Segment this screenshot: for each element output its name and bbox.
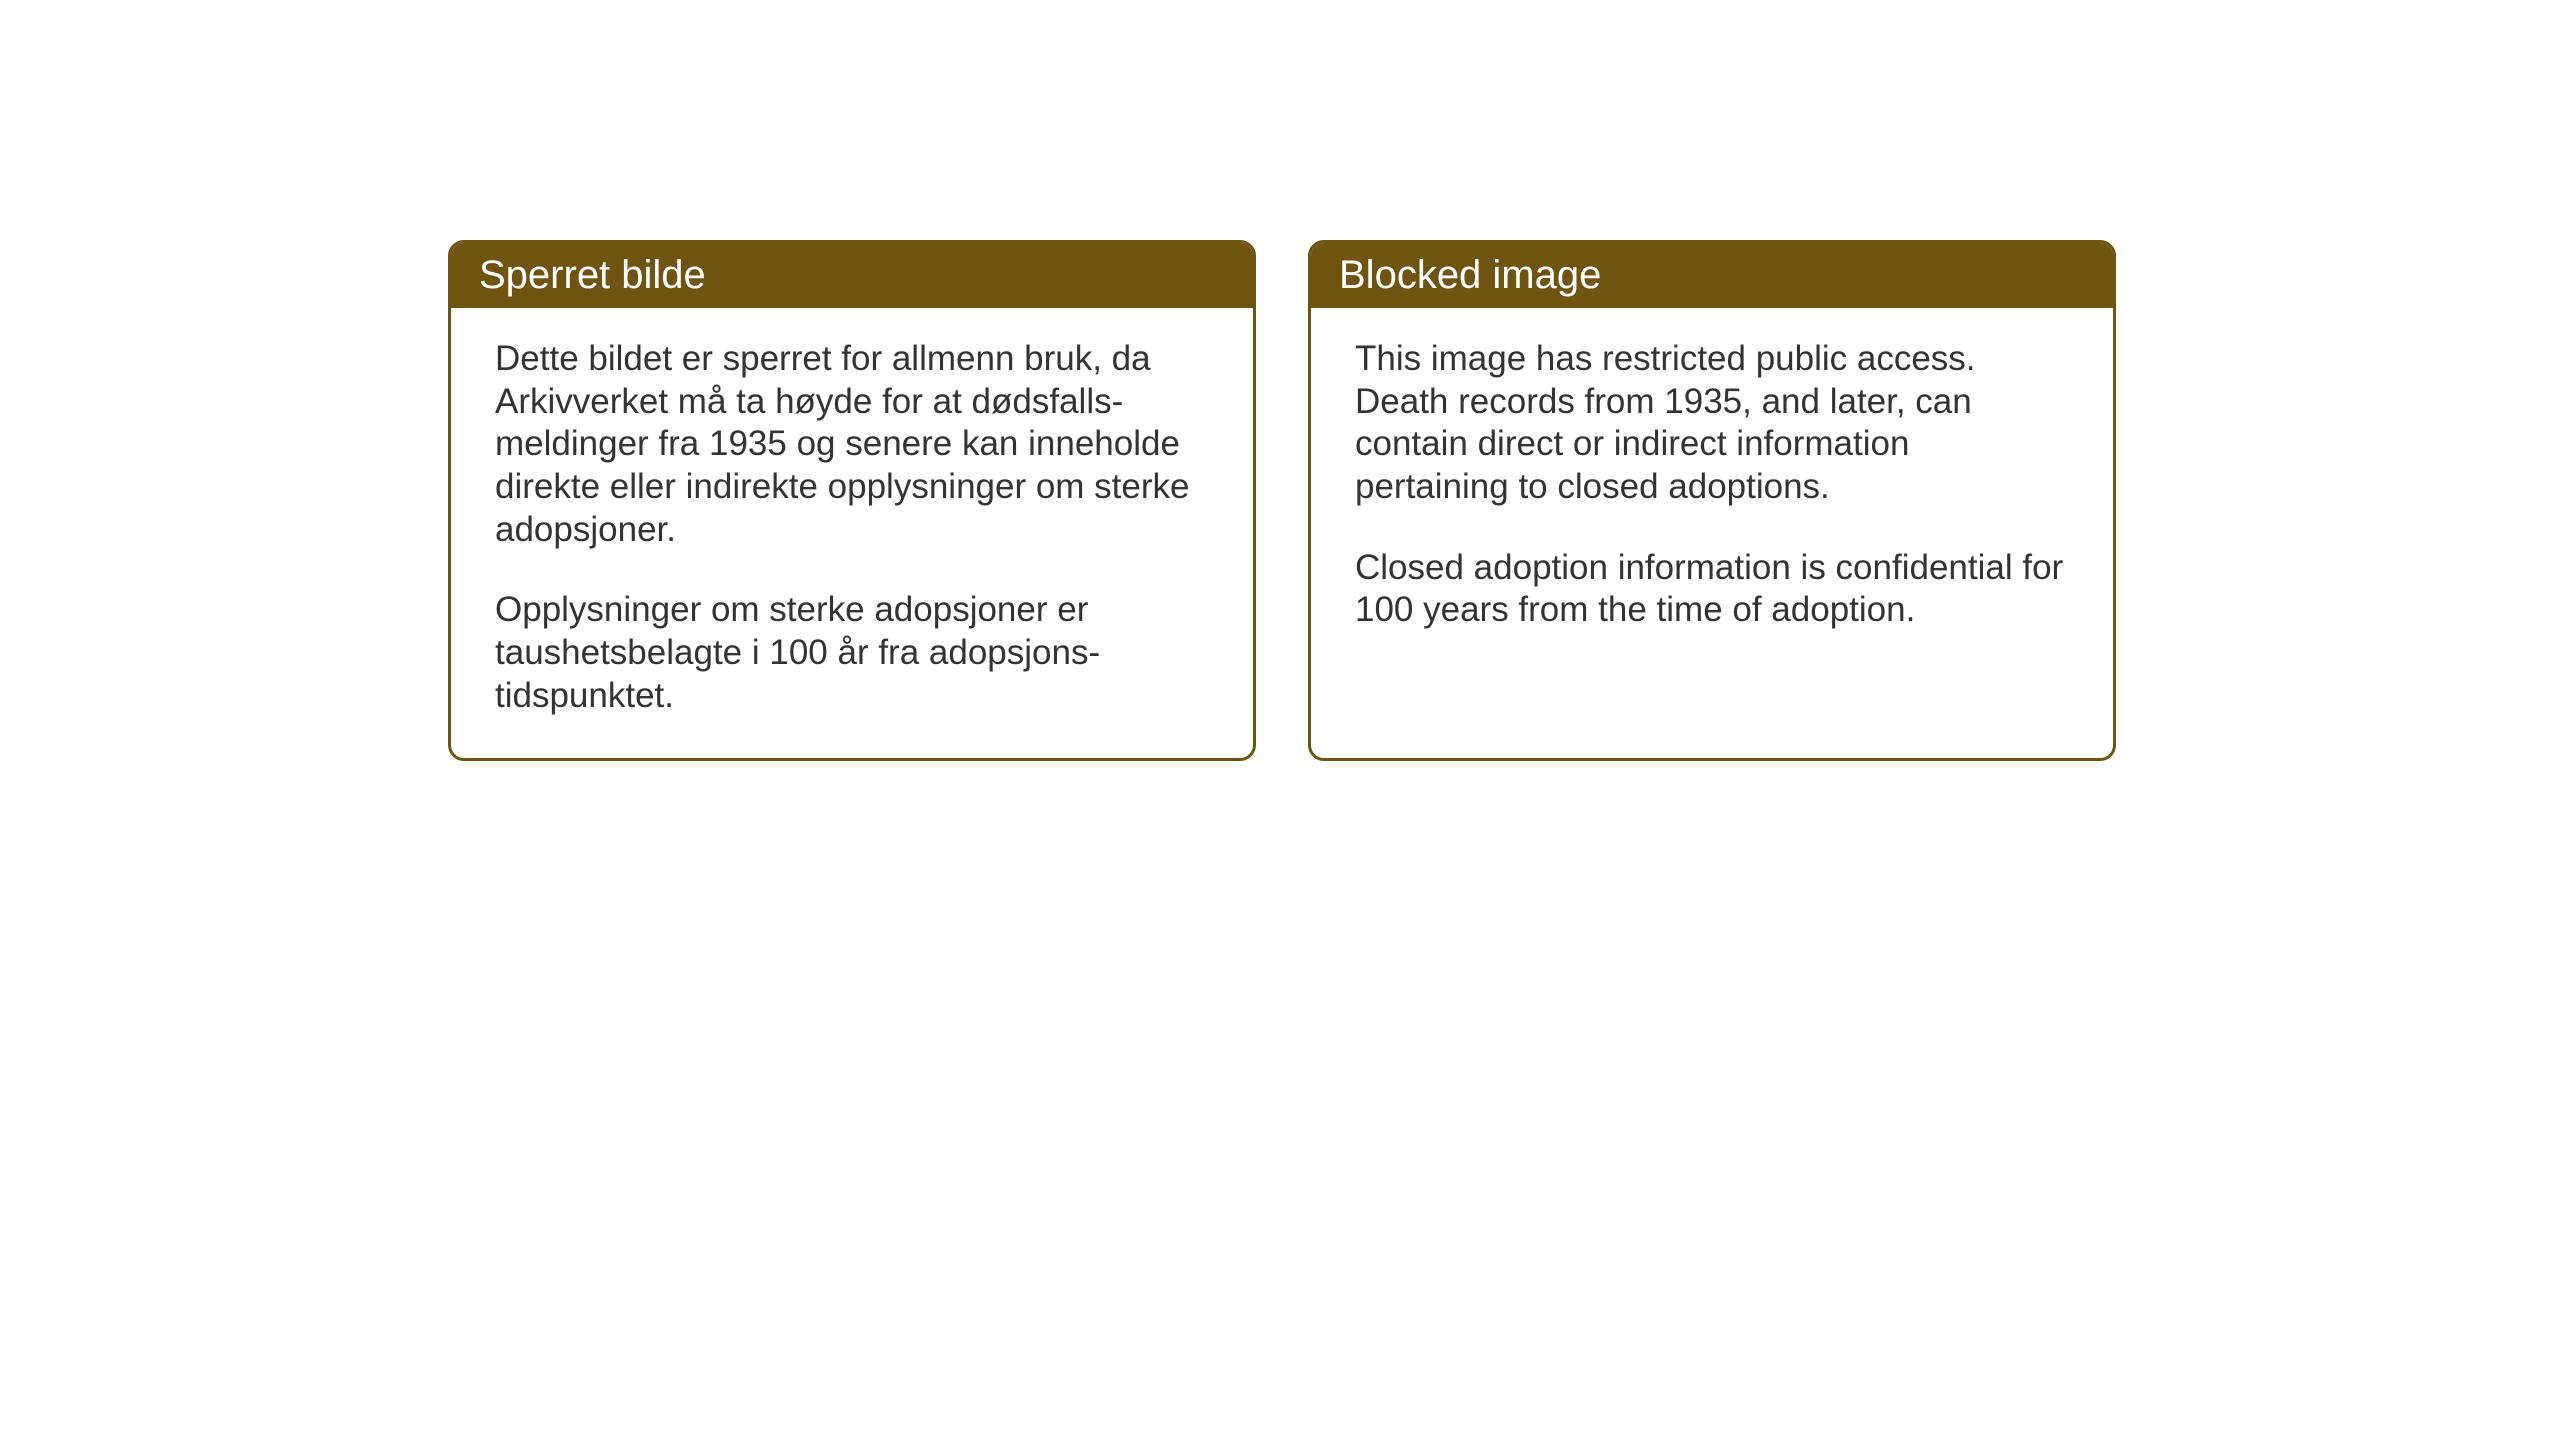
notice-paragraph: Closed adoption information is confident… (1355, 547, 2069, 632)
notice-paragraph: Opplysninger om sterke adopsjoner er tau… (495, 589, 1209, 717)
notice-body-norwegian: Dette bildet er sperret for allmenn bruk… (451, 308, 1253, 758)
notice-header-english: Blocked image (1311, 243, 2113, 308)
notice-box-norwegian: Sperret bilde Dette bildet er sperret fo… (448, 240, 1256, 761)
notice-body-english: This image has restricted public access.… (1311, 308, 2113, 738)
notice-container: Sperret bilde Dette bildet er sperret fo… (448, 240, 2116, 761)
notice-paragraph: Dette bildet er sperret for allmenn bruk… (495, 338, 1209, 551)
notice-box-english: Blocked image This image has restricted … (1308, 240, 2116, 761)
notice-header-norwegian: Sperret bilde (451, 243, 1253, 308)
notice-paragraph: This image has restricted public access.… (1355, 338, 2069, 509)
